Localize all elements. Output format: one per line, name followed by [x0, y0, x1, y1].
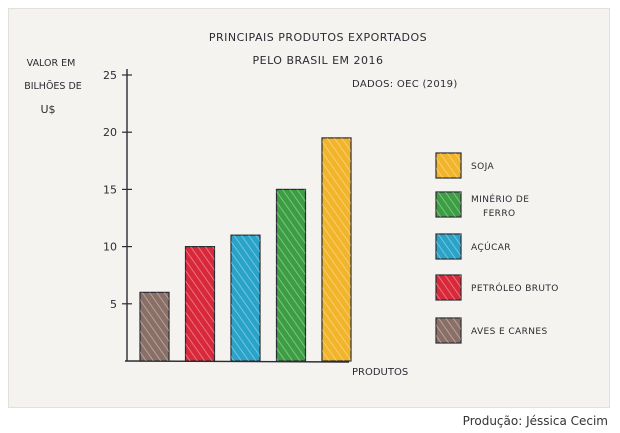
y-axis-label-line3: U$ [40, 103, 55, 116]
chart-title-line2: PELO BRASIL EM 2016 [252, 54, 383, 67]
bar-petr-leo-bruto [184, 246, 216, 362]
bar-hatch [276, 189, 306, 361]
legend-swatch-hatch [436, 234, 461, 259]
chart-title-line1: PRINCIPAIS PRODUTOS EXPORTADOS [209, 31, 427, 44]
y-tick-label: 5 [110, 298, 117, 311]
legend-item: PETRÓLEO BRUTO [435, 274, 559, 301]
chart-photo: PRINCIPAIS PRODUTOS EXPORTADOS PELO BRAS… [8, 8, 610, 408]
legend-item: AVES E CARNES [435, 317, 548, 344]
bar-aves-e-carnes [139, 291, 170, 362]
legend-swatch-hatch [436, 275, 461, 300]
legend-label: PETRÓLEO BRUTO [471, 282, 559, 294]
legend-item: MINÉRIO DE FERRO [435, 191, 529, 219]
bar-chart: PRINCIPAIS PRODUTOS EXPORTADOS PELO BRAS… [24, 31, 559, 378]
legend-item: SOJA [435, 152, 494, 179]
y-tick-label: 15 [103, 183, 117, 196]
y-axis-label-line2: BILHÕES DE [24, 80, 82, 92]
legend-label-line2: FERRO [483, 209, 515, 219]
bars-group [139, 137, 352, 362]
image-credit: Produção: Jéssica Cecim [462, 414, 608, 428]
bar-hatch [140, 292, 169, 361]
y-tick-label: 25 [103, 69, 117, 82]
y-axis-label-line1: VALOR EM [27, 58, 76, 69]
legend-swatch-hatch [436, 153, 461, 178]
chart-source: DADOS: OEC (2019) [352, 79, 458, 90]
legend-label: MINÉRIO DE [471, 193, 529, 205]
x-axis-label: PRODUTOS [352, 367, 408, 378]
y-tick-label: 10 [103, 241, 117, 254]
legend-swatch-hatch [436, 192, 461, 217]
bar-soja [321, 137, 352, 362]
legend-swatch-hatch [436, 318, 461, 343]
legend-label: AVES E CARNES [471, 327, 548, 337]
legend-label: SOJA [471, 162, 494, 172]
bar-hatch [322, 137, 351, 361]
bar-min-rio-de-ferro [275, 188, 307, 362]
legend: SOJA MINÉRIO DE FERRO AÇÚCAR PETRÓLEO BRUTO A… [435, 152, 559, 344]
legend-label: AÇÚCAR [471, 241, 511, 253]
legend-item: AÇÚCAR [435, 233, 511, 260]
bar-hatch [185, 246, 215, 361]
y-tick-label: 20 [103, 126, 117, 139]
bar-hatch [231, 235, 260, 361]
bar-a-car [230, 234, 261, 362]
